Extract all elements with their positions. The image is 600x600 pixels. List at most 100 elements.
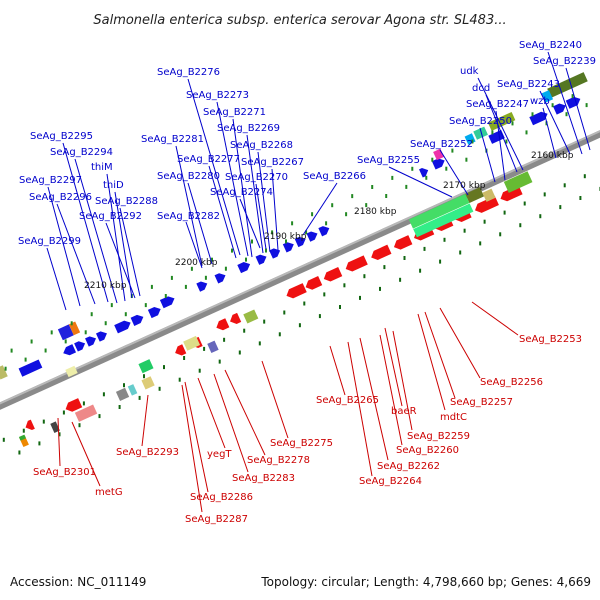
gene-label-bottom[interactable]: SeAg_B2286 <box>190 492 253 503</box>
forward-gene-feature <box>318 226 330 237</box>
operon-feature <box>138 359 154 374</box>
gc-tick-mark <box>110 303 113 308</box>
forward-gene-feature <box>147 307 161 319</box>
gene-label-bottom[interactable]: metG <box>95 487 123 498</box>
gene-label-bottom[interactable]: SeAg_B2253 <box>519 334 582 345</box>
gc-tick-mark <box>278 332 281 337</box>
gc-tick-mark <box>70 321 73 326</box>
gene-label-top[interactable]: SeAg_B2292 <box>79 211 142 222</box>
gc-tick-mark <box>258 341 261 346</box>
forward-gene-feature <box>114 320 131 334</box>
gc-tick-mark <box>559 205 562 210</box>
gene-label-bottom[interactable]: SeAg_B2262 <box>377 461 440 472</box>
gene-label-top[interactable]: SeAg_B2267 <box>241 157 304 168</box>
gene-label-top[interactable]: SeAg_B2296 <box>29 192 92 203</box>
gene-label-top[interactable]: SeAg_B2269 <box>217 123 280 134</box>
gene-label-top[interactable]: SeAg_B2252 <box>410 139 473 150</box>
gc-tick-mark <box>399 277 402 282</box>
gene-label-top[interactable]: SeAg_B2277 <box>177 154 240 165</box>
bottom-gene-labels: SeAg_B2253 SeAg_B2256 SeAg_B2257 mdtC ba… <box>33 334 582 525</box>
gene-label-bottom[interactable]: SeAg_B2257 <box>450 397 513 408</box>
gene-label-top[interactable]: SeAg_B2280 <box>157 171 220 182</box>
gc-tick-mark <box>170 275 173 280</box>
gc-tick-mark <box>118 405 121 409</box>
scale-label-2170: 2170 kbp <box>443 181 486 191</box>
gene-label-bottom[interactable]: SeAg_B2283 <box>232 473 295 484</box>
gc-tick-mark <box>391 175 394 180</box>
gc-tick-mark <box>251 239 253 244</box>
gene-label-top[interactable]: SeAg_B2250 <box>449 116 512 127</box>
gc-tick-mark <box>565 112 568 117</box>
gene-label-top[interactable]: udk <box>460 66 479 77</box>
gene-label-bottom[interactable]: SeAg_B2293 <box>116 447 179 458</box>
gc-tick-mark <box>405 184 408 189</box>
gc-tick-mark <box>411 166 414 171</box>
scale-label-2200: 2200 kbp <box>175 258 218 268</box>
genome-backbone <box>0 118 600 422</box>
gene-label-top[interactable]: SeAg_B2240 <box>519 40 582 51</box>
gc-tick-mark <box>2 437 5 442</box>
gc-tick-mark <box>24 357 27 362</box>
gene-label-top[interactable]: SeAg_B2294 <box>50 147 113 158</box>
gene-label-bottom[interactable]: SeAg_B2275 <box>270 438 333 449</box>
leader-line-bottom <box>181 384 203 513</box>
gene-label-bottom[interactable]: SeAg_B2256 <box>480 377 543 388</box>
gene-label-top[interactable]: SeAg_B2255 <box>357 155 420 166</box>
gene-label-top[interactable]: SeAg_B2281 <box>141 134 204 145</box>
gene-label-top[interactable]: SeAg_B2239 <box>533 56 596 67</box>
gc-tick-mark <box>245 257 247 262</box>
gene-label-top[interactable]: SeAg_B2276 <box>157 67 220 78</box>
top-gene-labels: SeAg_B2240 SeAg_B2239 udk SeAg_B2243 dcd… <box>18 40 596 247</box>
gene-label-top[interactable]: dcd <box>472 83 490 94</box>
gene-label-bottom[interactable]: SeAg_B2287 <box>185 514 248 525</box>
gene-label-bottom[interactable]: yegT <box>207 449 232 460</box>
leader-line-top <box>105 222 136 299</box>
gc-tick-mark <box>190 266 193 271</box>
gene-label-top[interactable]: SeAg_B2270 <box>225 172 288 183</box>
gc-tick-mark <box>291 221 294 226</box>
forward-gene-feature <box>553 103 566 115</box>
gene-label-bottom[interactable]: baeR <box>391 406 417 417</box>
leader-line-top <box>208 165 237 259</box>
gene-label-top[interactable]: SeAg_B2243 <box>497 79 560 90</box>
gene-label-top[interactable]: wzb <box>530 96 550 107</box>
gene-label-top[interactable]: SeAg_B2266 <box>303 171 366 182</box>
forward-gene-feature <box>529 111 548 126</box>
gene-label-top[interactable]: SeAg_B2299 <box>18 236 81 247</box>
gene-label-bottom[interactable]: SeAg_B2265 <box>316 395 379 406</box>
gc-tick-mark <box>150 284 153 289</box>
leader-line-bottom <box>359 337 389 461</box>
gene-label-top[interactable]: SeAg_B2273 <box>186 90 249 101</box>
gc-tick-mark <box>351 194 354 199</box>
leader-line-top <box>302 182 338 236</box>
leader-line-top <box>477 77 524 171</box>
gc-tick-mark <box>211 257 213 262</box>
gene-label-bottom[interactable]: SeAg_B2278 <box>247 455 310 466</box>
gene-label-top[interactable]: thiD <box>103 180 124 191</box>
gene-label-top[interactable]: SeAg_B2288 <box>95 196 158 207</box>
gene-label-top[interactable]: SeAg_B2282 <box>157 211 220 222</box>
gene-label-bottom[interactable]: SeAg_B2264 <box>359 476 422 487</box>
gene-label-top[interactable]: SeAg_B2295 <box>30 131 93 142</box>
gc-tick-mark <box>585 103 588 108</box>
gc-tick-mark <box>445 166 448 171</box>
gene-label-bottom[interactable]: SeAg_B2301 <box>33 467 96 478</box>
gene-label-bottom[interactable]: mdtC <box>440 412 467 423</box>
gene-label-top[interactable]: SeAg_B2268 <box>230 140 293 151</box>
gc-tick-mark <box>271 230 274 235</box>
gene-label-top[interactable]: thiM <box>91 162 113 173</box>
gene-label-top[interactable]: SeAg_B2271 <box>203 107 266 118</box>
gene-label-top[interactable]: SeAg_B2247 <box>466 99 529 110</box>
gene-label-top[interactable]: SeAg_B2297 <box>19 175 82 186</box>
operon-feature <box>465 187 485 204</box>
accession-text: Accession: NC_011149 <box>10 575 146 589</box>
gene-label-bottom[interactable]: SeAg_B2259 <box>407 431 470 442</box>
reverse-gene-feature <box>216 318 230 331</box>
leader-line-bottom <box>417 313 446 411</box>
label-leader-lines <box>46 51 591 513</box>
operon-feature <box>207 340 219 354</box>
operon-feature <box>115 387 130 402</box>
gene-label-bottom[interactable]: SeAg_B2260 <box>396 445 459 456</box>
gene-label-top[interactable]: SeAg_B2274 <box>210 187 273 198</box>
